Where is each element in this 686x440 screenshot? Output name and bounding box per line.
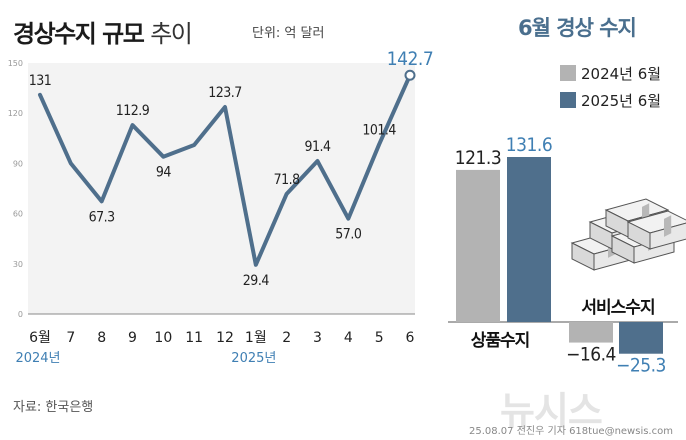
y-tick-label: 0 — [18, 310, 23, 319]
brick-front — [649, 222, 686, 250]
unit-label: 단위: 억 달러 — [252, 26, 325, 41]
panel-title: 6월 경상 수지 — [518, 16, 637, 40]
data-label: 91.4 — [304, 139, 331, 155]
bar-value-label: −25.3 — [616, 355, 666, 377]
page-title: 경상수지 규모 추이 — [13, 14, 193, 49]
legend-label-2024: 2024년 6월 — [581, 64, 662, 83]
y-tick-label: 60 — [13, 210, 23, 219]
bar-value-label: 121.3 — [455, 147, 501, 169]
x-tick-label: 6월 — [29, 330, 51, 346]
x-tick-label: 8 — [97, 330, 106, 346]
bar — [569, 322, 613, 343]
source-note: 자료: 한국은행 — [13, 400, 94, 415]
x-tick-label: 9 — [128, 330, 137, 346]
data-label: 67.3 — [89, 209, 115, 225]
data-label: 101.4 — [362, 122, 396, 138]
x-tick-label: 10 — [154, 330, 172, 346]
y-tick-label: 90 — [13, 159, 23, 168]
bar-category-label: 서비스수지 — [581, 298, 654, 318]
data-label: 112.9 — [116, 103, 150, 119]
y-tick-label: 150 — [8, 59, 23, 68]
x-tick-label: 7 — [66, 330, 75, 346]
x-tick-label: 6 — [406, 330, 415, 346]
line-chart: 030609012015013167.3112.994123.729.471.8… — [8, 48, 434, 366]
x-tick-label: 12 — [216, 330, 234, 346]
bar — [507, 157, 551, 322]
bar-value-label: 131.6 — [506, 134, 552, 156]
x-tick-label: 1월 — [245, 330, 267, 346]
legend-item-2025: 2025년 6월 — [560, 89, 678, 111]
legend-label-2025: 2025년 6월 — [581, 91, 662, 110]
x-tick-label: 2 — [282, 330, 291, 346]
data-label: 29.4 — [243, 273, 270, 289]
series-line — [38, 73, 412, 267]
data-label: 123.7 — [208, 85, 242, 101]
watermark: 뉴시스 — [500, 389, 603, 433]
credit-note: 25.08.07 전진우 기자 618tue@newsis.com — [469, 426, 673, 437]
data-label: 71.8 — [274, 172, 301, 188]
last-point-marker — [404, 69, 416, 81]
x-tick-label: 11 — [185, 330, 203, 346]
x-tick-label: 4 — [344, 330, 353, 346]
data-label: 131 — [29, 73, 52, 89]
x-tick-label: 3 — [313, 330, 322, 346]
legend-item-2024: 2024년 6월 — [560, 62, 678, 84]
legend-swatch-2025 — [560, 92, 576, 108]
data-label: 94 — [156, 165, 172, 181]
x-tick-label: 5 — [375, 330, 384, 346]
bar — [619, 322, 663, 354]
bar — [456, 169, 500, 322]
bar-category-label: 상품수지 — [471, 331, 530, 351]
money-stack — [626, 210, 686, 250]
data-label: 57.0 — [335, 227, 362, 243]
data-label: 142.7 — [387, 48, 433, 70]
title-main: 경상수지 규모 — [13, 20, 145, 48]
y-tick-label: 120 — [8, 109, 23, 118]
brick-band — [664, 215, 672, 237]
title-sub: 추이 — [150, 20, 193, 48]
bar-value-label: −16.4 — [566, 344, 616, 366]
year-label: 2024년 — [15, 351, 60, 366]
year-label: 2025년 — [231, 351, 276, 366]
money-stack-illustration — [570, 198, 686, 271]
legend-swatch-2024 — [560, 65, 576, 81]
y-tick-label: 30 — [13, 260, 23, 269]
bar-chart: 121.3 −16.4 131.6 −25.3 상품수지 서비스수지 — [448, 134, 678, 377]
